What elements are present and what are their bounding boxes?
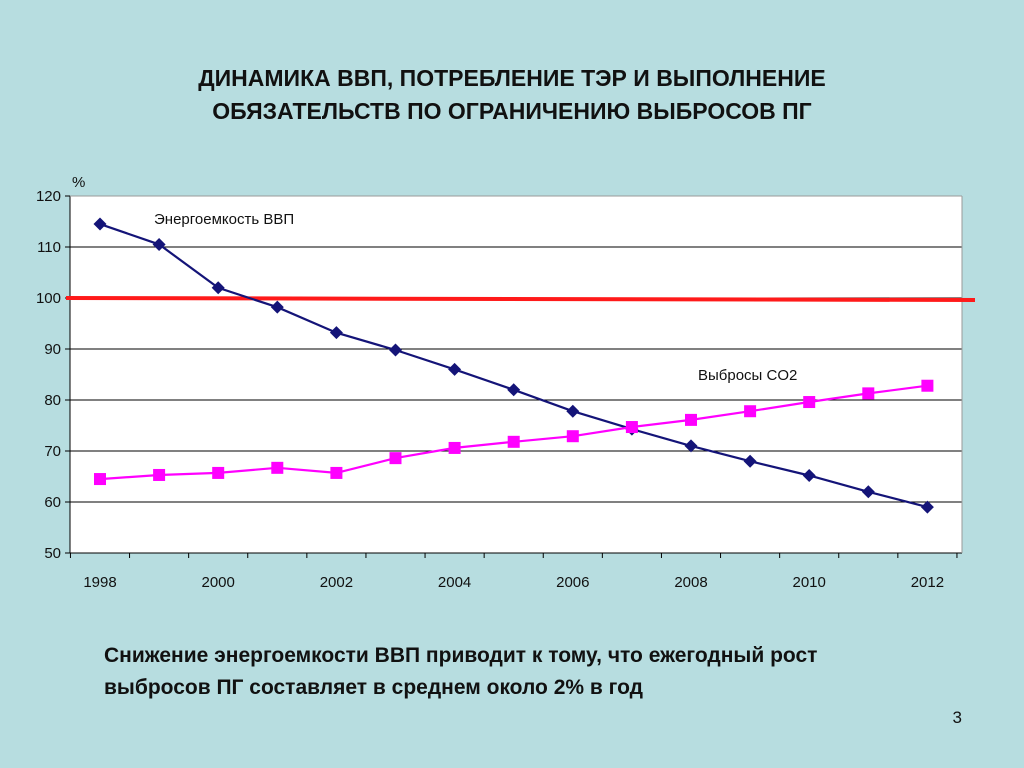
x-tick-label: 2012 [911,574,944,591]
line-chart: 50 60 70 80 90 100 110 120 1998 2000 2002 2004 2006… [36,174,976,591]
title-line-2: ОБЯЗАТЕЛЬСТВ ПО ОГРАНИЧЕНИЮ ВЫБРОСОВ ПГ [212,98,812,124]
reference-line-100 [65,296,976,302]
data-point-energy-intensity [861,485,875,499]
y-tick-label: 60 [44,494,61,511]
series-label-co2-emissions: Выбросы CO2 [698,367,797,384]
x-tick-label: 2002 [320,574,353,591]
x-tick-label: 2008 [674,574,707,591]
data-point-co2-emissions [389,452,402,465]
data-point-energy-intensity [684,439,698,453]
data-point-co2-emissions [685,413,697,426]
data-point-co2-emissions [94,473,106,486]
y-axis-label: % [72,174,85,191]
title-line-1: ДИНАМИКА ВВП, ПОТРЕБЛЕНИЕ ТЭР И ВЫПОЛНЕН… [198,65,826,91]
data-point-co2-emissions [448,441,461,454]
x-tick-label: 1998 [83,574,116,591]
x-tick-label: 2000 [202,574,235,591]
y-tick-label: 80 [44,392,61,409]
reference-line-group [65,296,976,302]
y-tick-labels: 50 60 70 80 90 100 110 120 [36,188,61,562]
axes [65,195,963,558]
data-point-energy-intensity [743,454,757,468]
y-tick-label: 120 [36,188,61,205]
data-point-co2-emissions [921,379,934,392]
y-tick-label: 100 [36,290,61,307]
y-tick-label: 50 [44,545,61,562]
data-point-co2-emissions [862,387,875,400]
data-point-energy-intensity [566,404,580,418]
data-point-energy-intensity [920,500,934,514]
x-tick-label: 2006 [556,574,589,591]
data-point-co2-emissions [507,435,520,448]
data-point-co2-emissions [744,405,757,418]
conclusion-line-1: Снижение энергоемкости ВВП приводит к то… [104,644,818,667]
y-tick-label: 90 [44,341,61,358]
page-number: 3 [952,708,962,727]
conclusion-line-2: выбросов ПГ составляет в среднем около 2… [104,676,643,699]
slide-title: ДИНАМИКА ВВП, ПОТРЕБЛЕНИЕ ТЭР И ВЫПОЛНЕН… [0,62,1024,128]
series-group [93,217,934,514]
data-point-co2-emissions [625,421,638,434]
plot-area [70,196,962,553]
y-tick-label: 70 [44,443,61,460]
data-point-energy-intensity [507,383,521,397]
data-point-energy-intensity [270,300,284,314]
data-point-energy-intensity [93,217,107,231]
y-tick-label: 110 [37,239,61,256]
x-tick-labels: 1998 2000 2002 2004 2006 2008 2010 2012 [83,574,944,591]
x-tick-label: 2004 [438,574,471,591]
data-point-energy-intensity [152,237,166,251]
data-point-co2-emissions [803,396,816,409]
data-point-energy-intensity [329,326,343,340]
data-point-energy-intensity [211,281,225,295]
data-point-co2-emissions [212,466,225,479]
data-point-energy-intensity [389,343,402,357]
data-point-co2-emissions [153,468,166,481]
data-point-energy-intensity [448,362,462,376]
data-point-co2-emissions [566,430,579,443]
data-point-co2-emissions [271,461,284,474]
data-point-co2-emissions [330,466,343,479]
x-tick-label: 2010 [793,574,826,591]
series-label-energy-intensity: Энергоемкость ВВП [154,211,294,228]
data-point-energy-intensity [802,468,816,482]
conclusion-text: Снижение энергоемкости ВВП приводит к то… [104,640,994,704]
